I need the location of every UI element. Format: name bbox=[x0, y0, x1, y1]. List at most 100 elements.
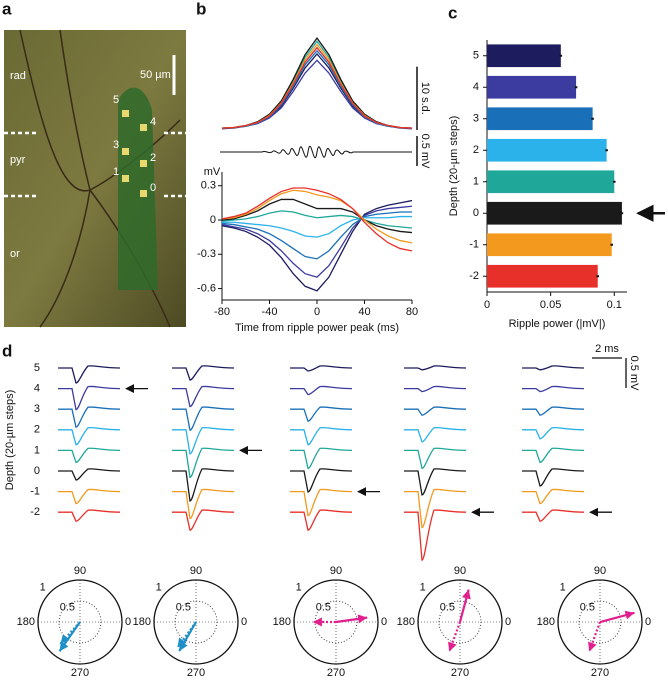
spike-waveform bbox=[522, 509, 585, 522]
neuron bbox=[19, 29, 181, 328]
r-tick-label: 1 bbox=[296, 582, 302, 594]
site-label: 4 bbox=[150, 116, 156, 128]
angle-label: 180 bbox=[397, 616, 415, 628]
depth-label: 4 bbox=[34, 383, 40, 395]
spike-waveform bbox=[290, 385, 353, 396]
spike-waveform bbox=[58, 488, 121, 505]
spike-waveform bbox=[404, 509, 467, 561]
spike-waveform bbox=[172, 385, 235, 408]
x-tick-label: 0.1 bbox=[607, 299, 622, 311]
phase-vector bbox=[448, 621, 462, 652]
lfp-trace bbox=[221, 198, 413, 234]
r-tick-label: 1 bbox=[40, 582, 46, 594]
layer-label: or bbox=[10, 248, 20, 260]
spike-waveform bbox=[404, 406, 467, 416]
site-label: 5 bbox=[113, 94, 119, 106]
angle-label: 270 bbox=[327, 667, 345, 679]
x-tick-label: 0.05 bbox=[540, 299, 561, 311]
panel-label: d bbox=[2, 341, 12, 360]
vector-head bbox=[624, 610, 635, 620]
spike-waveform bbox=[290, 406, 353, 422]
vector-head bbox=[312, 617, 322, 627]
panel-label: b bbox=[196, 0, 206, 18]
angle-label: 180 bbox=[133, 616, 151, 628]
phase-vector bbox=[588, 621, 602, 652]
x-tick-label: 40 bbox=[358, 306, 370, 318]
layer-label: pyr bbox=[10, 154, 26, 166]
lfp-trace bbox=[221, 187, 413, 252]
scale-label: 2 ms bbox=[595, 343, 619, 355]
r-tick-label: 1 bbox=[420, 582, 426, 594]
depth-label: -1 bbox=[30, 486, 40, 498]
spike-waveform bbox=[172, 509, 235, 531]
y-axis-label: Depth (20-µm steps) bbox=[448, 116, 460, 216]
angle-label: 0 bbox=[125, 616, 131, 628]
angle-label: 0 bbox=[241, 616, 247, 628]
lfp-trace bbox=[221, 211, 412, 260]
y-axis-label: Depth (20-µm steps) bbox=[4, 390, 16, 490]
vector-head bbox=[60, 634, 70, 644]
phase-vector bbox=[176, 621, 197, 649]
vector-head bbox=[588, 641, 597, 652]
bar bbox=[487, 264, 598, 288]
lfp-trace bbox=[221, 205, 413, 278]
depth-label: 5 bbox=[34, 362, 40, 374]
angle-label: 180 bbox=[537, 616, 555, 628]
bar bbox=[487, 107, 593, 131]
x-tick-label: 0 bbox=[314, 306, 320, 318]
spike-waveform bbox=[58, 365, 121, 384]
spike-waveform bbox=[58, 406, 121, 428]
power-curve bbox=[221, 52, 413, 130]
lfp-trace bbox=[222, 215, 412, 238]
y-tick-label: 2 bbox=[473, 144, 479, 156]
vector-head bbox=[357, 614, 368, 624]
x-tick-label: -80 bbox=[214, 306, 230, 318]
y-tick-label: 1 bbox=[473, 176, 479, 188]
spike-waveform bbox=[58, 447, 121, 464]
site-label: 1 bbox=[113, 166, 119, 178]
angle-label: 90 bbox=[74, 565, 86, 577]
lfp-trace bbox=[221, 199, 413, 292]
bar bbox=[487, 44, 561, 68]
depth-label: -2 bbox=[30, 506, 40, 518]
depth-label: 2 bbox=[34, 424, 40, 436]
scale-label: 0.5 mV bbox=[419, 134, 431, 170]
y-tick-label: -0.6 bbox=[197, 282, 216, 294]
axis bbox=[221, 172, 412, 301]
angle-label: 90 bbox=[190, 565, 202, 577]
bar bbox=[487, 201, 622, 225]
x-tick-label: 80 bbox=[406, 306, 418, 318]
y-tick-label: 5 bbox=[473, 50, 479, 62]
depth-label: 3 bbox=[34, 403, 40, 415]
y-axis-label: mV bbox=[204, 166, 221, 178]
scale-label: 50 µm bbox=[140, 69, 171, 81]
recording-sites bbox=[122, 110, 147, 197]
spike-waveform bbox=[58, 426, 121, 446]
spike-waveform bbox=[404, 365, 467, 371]
y-tick-label: 3 bbox=[473, 113, 479, 125]
angle-label: 270 bbox=[187, 667, 205, 679]
spike-waveform bbox=[290, 365, 353, 372]
vector-head bbox=[462, 589, 471, 600]
spike-waveform bbox=[172, 426, 235, 455]
spike-waveform bbox=[522, 406, 585, 416]
angle-label: 270 bbox=[451, 667, 469, 679]
r-tick-label: 1 bbox=[560, 582, 566, 594]
spike-waveform bbox=[58, 385, 121, 411]
x-tick-label: 0 bbox=[484, 299, 490, 311]
site-label: 3 bbox=[113, 139, 119, 151]
spike-waveform bbox=[172, 447, 235, 479]
spike-waveform bbox=[522, 365, 585, 371]
x-axis-label: Time from ripple power peak (ms) bbox=[235, 322, 399, 334]
spike-waveform bbox=[404, 447, 467, 470]
power-curve bbox=[221, 49, 413, 129]
lfp-trace bbox=[221, 210, 413, 229]
angle-label: 270 bbox=[591, 667, 609, 679]
power-curve bbox=[221, 43, 413, 129]
probe-shank bbox=[118, 87, 158, 290]
angle-label: 180 bbox=[273, 616, 291, 628]
site-label: 2 bbox=[150, 152, 156, 164]
lfp-trace bbox=[221, 189, 413, 244]
spike-waveform bbox=[290, 509, 353, 531]
y-tick-label: 0 bbox=[210, 214, 216, 226]
